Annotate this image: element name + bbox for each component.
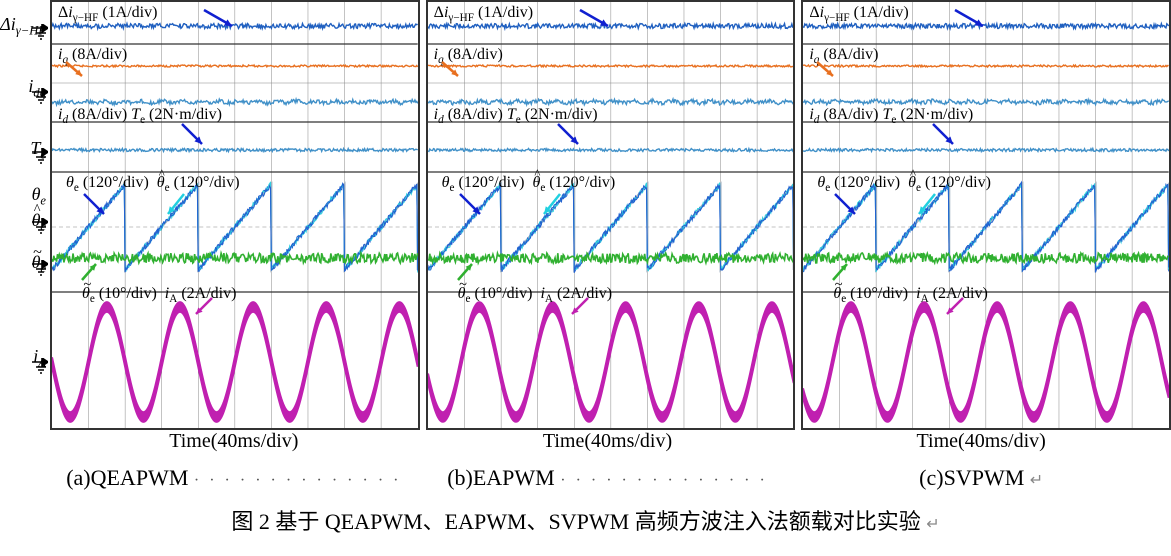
in-panel-label-0: Δiγ−HF (1A/div) [434,4,533,24]
arrow-0 [947,2,991,34]
in-panel-label-0: Δiγ−HF (1A/div) [809,4,908,24]
arrow-5 [451,257,479,287]
arrow-5 [826,257,854,287]
x-label-a: Time(40ms/div) [50,430,418,453]
arrow-1 [435,55,465,83]
arrow-3 [76,186,112,222]
scope-panel-b: Δiγ−HF (1A/div)iq (8A/div)id (8A/div) Te… [426,0,796,430]
x-label-row: Time(40ms/div) Time(40ms/div) Time(40ms/… [0,430,1171,460]
sub-caption-a-text: (a)QEAPWM [66,465,188,490]
gnd-mark-4 [32,260,48,279]
arrow-0 [196,2,240,34]
arrow-3 [452,186,488,222]
sub-caption-b: (b)EAPWM · · · · · · · · · · · · · · [424,465,792,491]
arrow-6 [189,291,219,321]
figure-container: Δiγ−HFidqTeθeθeθeiA Δiγ−HF (1A/div)iq (8… [0,0,1171,556]
arrow-2 [550,116,586,152]
arrow-4 [536,186,568,222]
arrow-6 [565,291,595,321]
arrow-3 [827,186,863,222]
gnd-mark-2 [32,148,48,167]
sub-caption-a: (a)QEAPWM · · · · · · · · · · · · · · [50,465,418,491]
arrow-2 [925,116,961,152]
gnd-mark-1 [32,88,48,107]
scope-panel-a: Δiγ−HF (1A/div)iq (8A/div)id (8A/div) Te… [50,0,420,430]
arrow-6 [940,291,970,321]
dots-1: · · · · · · · · · · · · · · [194,472,402,489]
dots-2: · · · · · · · · · · · · · · [560,472,768,489]
x-label-b: Time(40ms/div) [424,430,792,453]
main-caption: 图 2 基于 QEAPWM、EAPWM、SVPWM 高频方波注入法额载对比实验 … [0,496,1171,536]
y-axis-labels: Δiγ−HFidqTeθeθeθeiA [0,0,50,430]
x-label-c: Time(40ms/div) [797,430,1165,453]
arrow-2 [174,116,210,152]
sub-caption-row: (a)QEAPWM · · · · · · · · · · · · · · (b… [0,460,1171,496]
arrow-0 [572,2,616,34]
return-mark-2: ↵ [926,516,939,533]
arrow-4 [160,186,192,222]
gnd-mark-0 [32,24,48,43]
gnd-mark-5 [32,358,48,377]
in-panel-label-0: Δiγ−HF (1A/div) [58,4,157,24]
return-mark-1: ↵ [1030,472,1043,489]
gnd-mark-3 [32,218,48,237]
scope-panel-c: Δiγ−HF (1A/div)iq (8A/div)id (8A/div) Te… [801,0,1171,430]
plots-row: Δiγ−HF (1A/div)iq (8A/div)id (8A/div) Te… [0,0,1171,430]
sub-caption-c: (c)SVPWM ↵ [797,465,1165,491]
sub-caption-c-text: (c)SVPWM [919,465,1024,490]
sub-caption-b-text: (b)EAPWM [447,465,555,490]
arrow-1 [810,55,840,83]
arrow-5 [75,257,103,287]
arrow-1 [59,55,89,83]
main-caption-text: 图 2 基于 QEAPWM、EAPWM、SVPWM 高频方波注入法额载对比实验 [231,509,920,534]
arrow-4 [911,186,943,222]
